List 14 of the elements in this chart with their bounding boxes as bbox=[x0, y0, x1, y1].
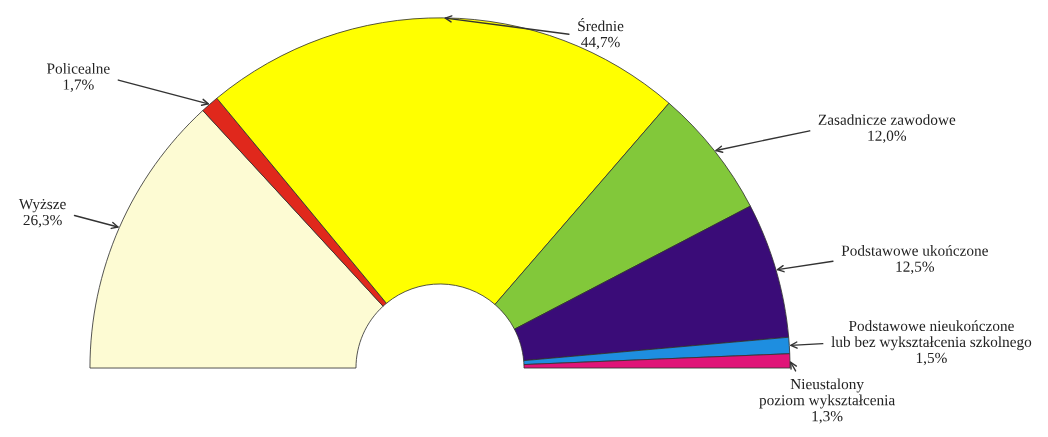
slice-label: Średnie bbox=[578, 17, 624, 32]
slice-label: Wyższe bbox=[18, 198, 66, 213]
slice-label: Policealne bbox=[46, 62, 110, 74]
data-label: 26,3% bbox=[23, 214, 62, 228]
data-label: 1,7% bbox=[63, 79, 94, 92]
legend-label: Nieustalony poziom wykształcenia bbox=[759, 378, 895, 409]
slice-label: Zasadnicze zawodowe bbox=[818, 114, 956, 125]
data-label: 44,7% bbox=[581, 36, 620, 50]
data-label: 1,3% bbox=[812, 411, 843, 424]
slice-label: Podstawowe ukończone bbox=[841, 245, 988, 256]
slice-label: Podstawowe nieukończone lub bez wykształcenia szkolnego bbox=[831, 320, 1032, 351]
data-label: 12,0% bbox=[868, 130, 907, 144]
data-label: 12,5% bbox=[896, 261, 935, 274]
data-label: 1,5% bbox=[916, 352, 947, 366]
